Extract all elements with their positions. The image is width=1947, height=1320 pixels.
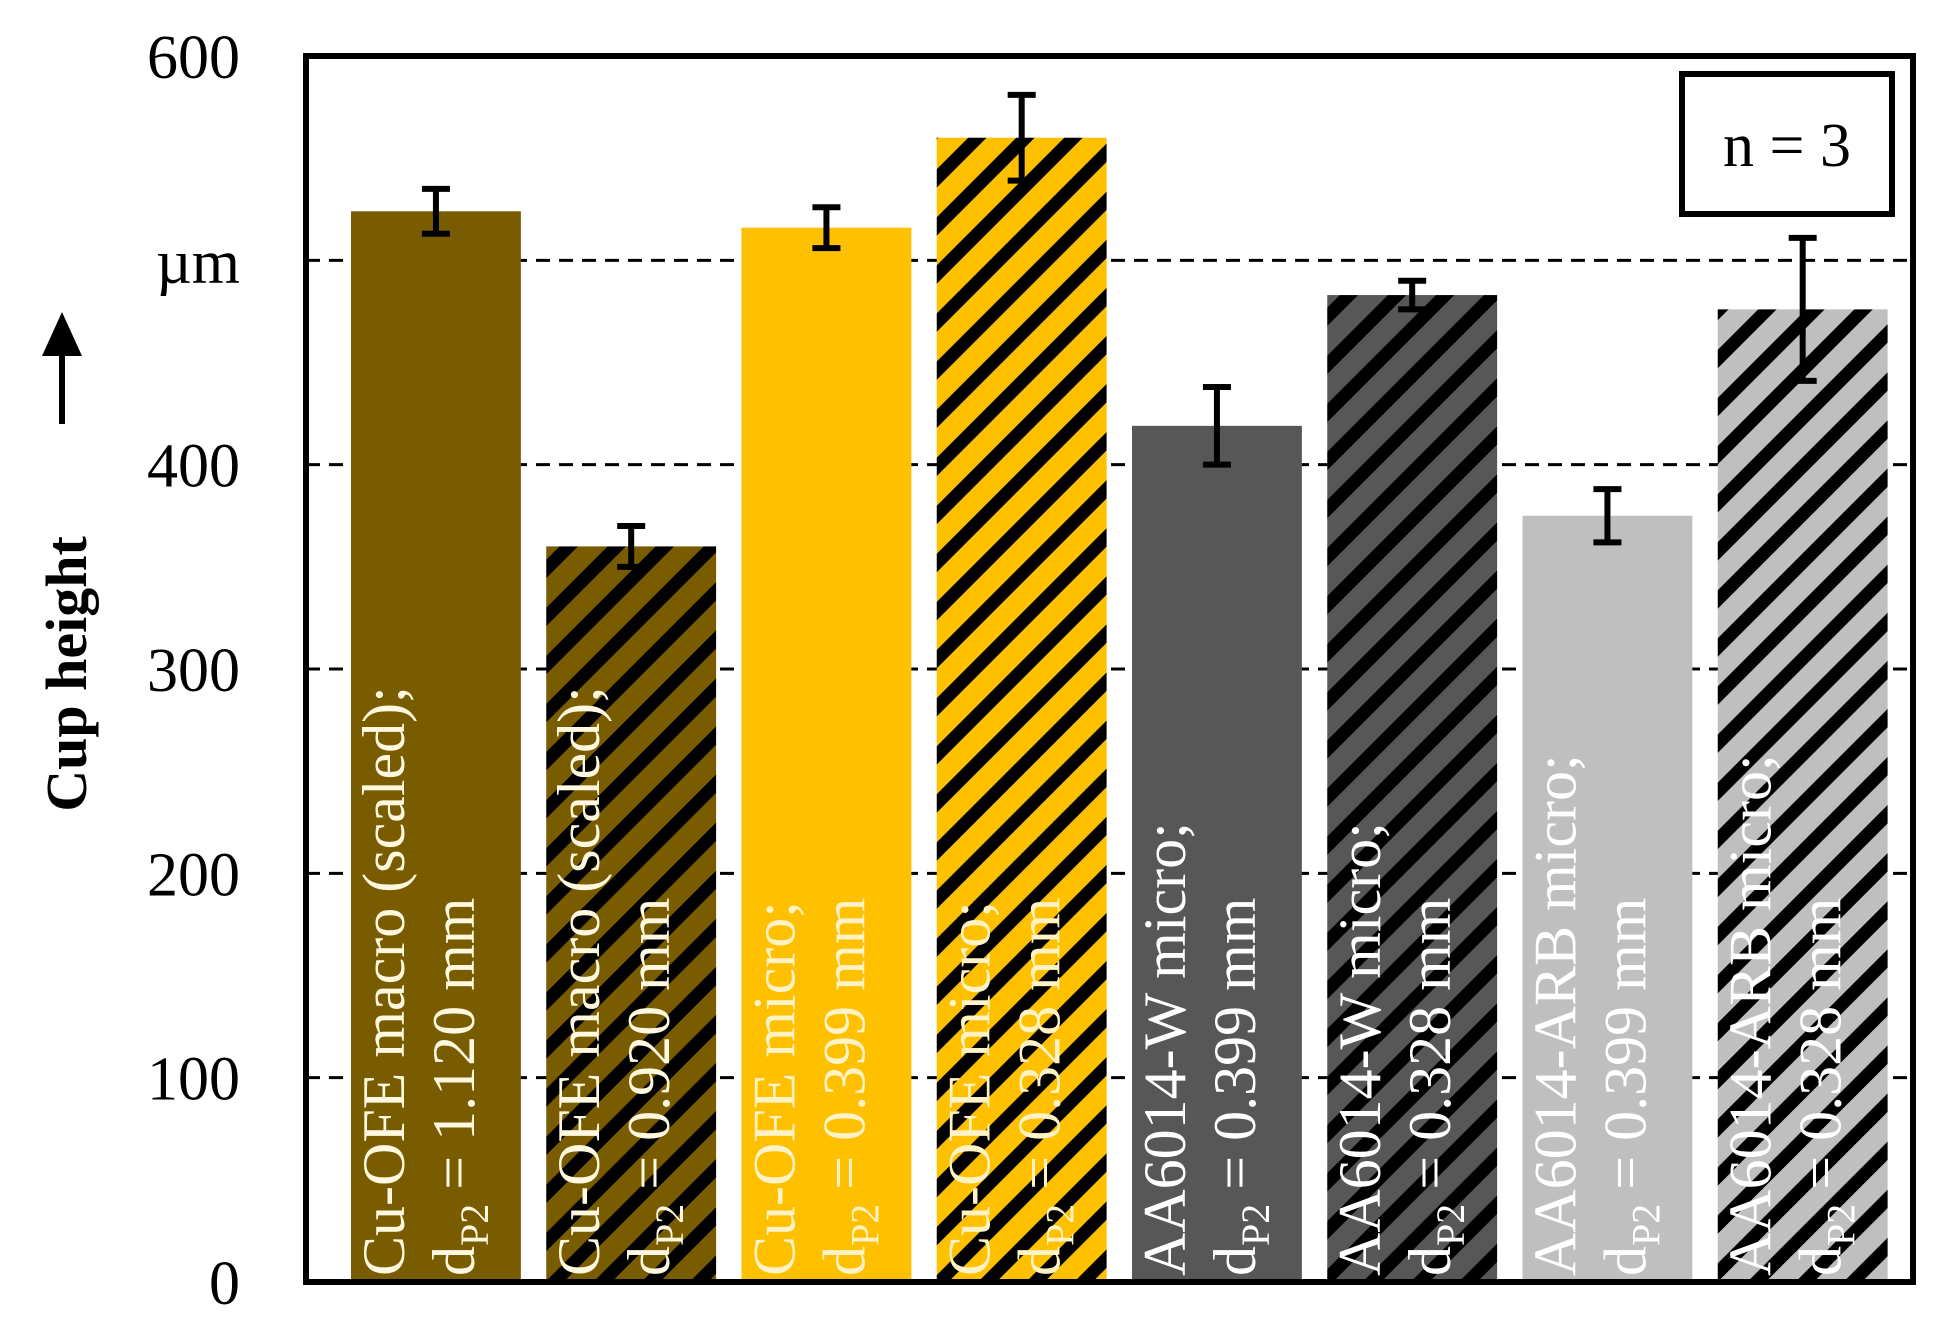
- plot-frame: [303, 53, 1916, 1285]
- bar-label: Cu-OFE macro (scaled);: [546, 686, 612, 1276]
- bar-label-value: = 0.328 mm: [1788, 898, 1854, 1190]
- error-bar: [1593, 486, 1622, 546]
- bar-label-value: = 0.328 mm: [1007, 898, 1073, 1190]
- y-tick-label: 100: [147, 1046, 240, 1114]
- bar-label-value: = 0.399 mm: [1592, 898, 1658, 1190]
- annotation: n = 3: [1723, 112, 1851, 180]
- bar: [741, 227, 912, 1282]
- bar: [1522, 515, 1693, 1282]
- bar-label-symbol: d: [1592, 1246, 1658, 1276]
- error-bar: [1007, 91, 1036, 184]
- bar-label-line2: dP2 = 0.399 mm: [1202, 898, 1278, 1276]
- bar-label-symbol: d: [1007, 1246, 1073, 1276]
- error-bar: [812, 204, 841, 252]
- y-axis-arrow-head: [42, 312, 82, 356]
- y-tick-label: µm: [156, 228, 240, 296]
- error-bar: [421, 185, 450, 237]
- bar-label-line2: dP2 = 0.328 mm: [1007, 898, 1083, 1276]
- y-axis-label: Cup height: [34, 536, 99, 812]
- y-tick-label: 200: [147, 841, 240, 909]
- annotation-box: [1679, 71, 1895, 217]
- bar-label-line2: dP2 = 1.120 mm: [421, 898, 497, 1276]
- bar-label-value: = 1.120 mm: [421, 898, 487, 1190]
- bar-label: AA6014-ARB micro;: [1718, 754, 1784, 1276]
- bar-label: AA6014-ARB micro;: [1522, 754, 1588, 1276]
- bar-label-symbol: d: [1202, 1246, 1268, 1276]
- bar-label-symbol: d: [811, 1246, 877, 1276]
- bar-label-subscript: P2: [452, 1204, 497, 1246]
- bar-label-subscript: P2: [842, 1204, 887, 1246]
- bar-label-value: = 0.399 mm: [811, 898, 877, 1190]
- bar-label-value: = 0.920 mm: [616, 898, 682, 1190]
- bar: [1717, 309, 1888, 1283]
- bar-label-symbol: d: [1397, 1246, 1463, 1276]
- bar-label-subscript: P2: [1819, 1204, 1864, 1246]
- bar-label: Cu-OFE micro;: [741, 901, 807, 1276]
- bar-label-symbol: d: [616, 1246, 682, 1276]
- bar-label-line2: dP2 = 0.328 mm: [1397, 898, 1473, 1276]
- bar-label-subscript: P2: [1038, 1204, 1083, 1246]
- bar: [351, 211, 521, 1282]
- error-bar: [617, 522, 646, 570]
- error-bar: [1398, 277, 1427, 313]
- bar-label-subscript: P2: [1233, 1204, 1278, 1246]
- bar-label-line2: dP2 = 0.328 mm: [1788, 898, 1864, 1276]
- y-tick-label: 300: [147, 637, 240, 705]
- y-tick-label: 0: [209, 1250, 240, 1318]
- bar-label-symbol: d: [421, 1246, 487, 1276]
- bar-label-line2: dP2 = 0.920 mm: [616, 898, 692, 1276]
- bar-label-line2: dP2 = 0.399 mm: [811, 898, 887, 1276]
- bar-label-value: = 0.328 mm: [1397, 898, 1463, 1190]
- bar-label-value: = 0.399 mm: [1202, 898, 1268, 1190]
- bar: [1132, 425, 1302, 1282]
- bar-label-subscript: P2: [647, 1204, 692, 1246]
- y-tick-label: 600: [147, 24, 240, 92]
- bar-label: Cu-OFE macro (scaled);: [351, 686, 417, 1276]
- bar-label-subscript: P2: [1623, 1204, 1668, 1246]
- y-tick-label: 400: [147, 433, 240, 501]
- bar-label-symbol: d: [1788, 1246, 1854, 1276]
- bar-label: Cu-OFE micro;: [937, 901, 1003, 1276]
- bar-label: AA6014-W micro;: [1132, 822, 1198, 1276]
- bar-label-subscript: P2: [1428, 1204, 1473, 1246]
- bar: [1327, 295, 1498, 1282]
- error-bar: [1788, 234, 1817, 384]
- bar: [546, 546, 717, 1282]
- bar: [936, 137, 1107, 1282]
- bar-label-line2: dP2 = 0.399 mm: [1592, 898, 1668, 1276]
- bar-label: AA6014-W micro;: [1327, 822, 1393, 1276]
- error-bar: [1202, 384, 1231, 468]
